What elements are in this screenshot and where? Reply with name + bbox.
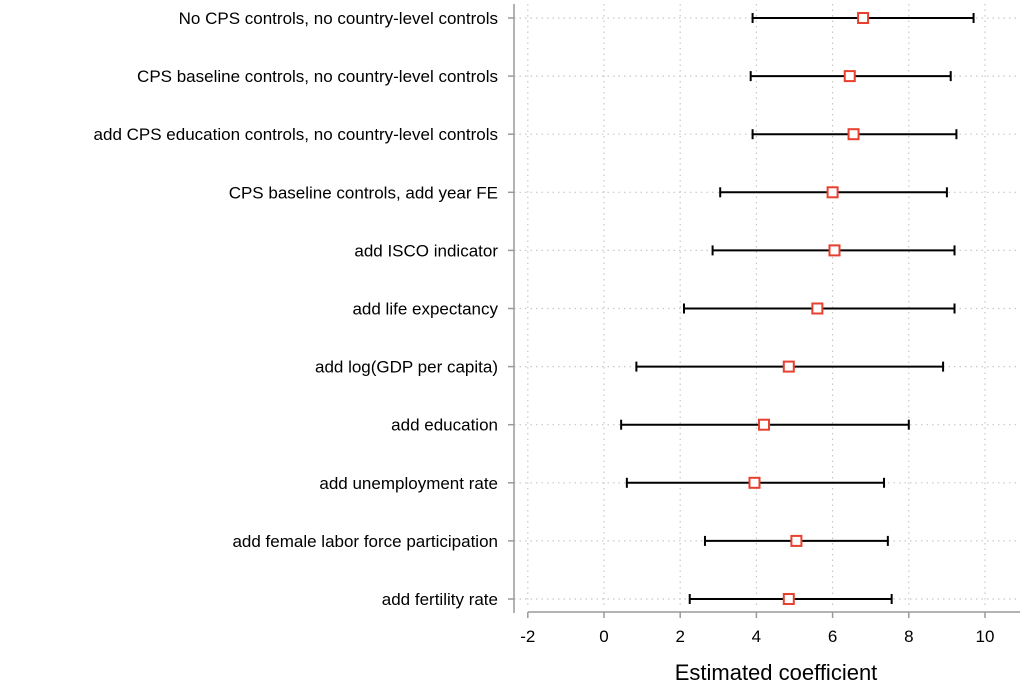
category-label: add CPS education controls, no country-l… — [94, 125, 498, 144]
point-estimate-marker — [782, 360, 795, 373]
point-estimates — [748, 12, 870, 605]
x-tick-labels: -2 0 2 4 6 8 10 — [520, 627, 994, 646]
axes — [508, 4, 1020, 618]
category-label: No CPS controls, no country-level contro… — [179, 9, 498, 28]
x-tick-label: 8 — [904, 627, 913, 646]
point-estimate-marker — [843, 70, 856, 83]
category-labels: No CPS controls, no country-level contro… — [94, 9, 499, 609]
point-estimate-marker — [811, 302, 824, 315]
x-tick-label: -2 — [520, 627, 535, 646]
point-estimate-marker — [826, 186, 839, 199]
x-axis-title: Estimated coefficient — [675, 660, 878, 685]
category-label: add fertility rate — [382, 590, 498, 609]
category-label: add unemployment rate — [319, 474, 498, 493]
point-estimate-marker — [748, 476, 761, 489]
point-estimate-marker — [857, 12, 870, 24]
x-tick-label: 0 — [599, 627, 608, 646]
category-label: add life expectancy — [352, 300, 498, 319]
category-label: CPS baseline controls, add year FE — [229, 183, 498, 202]
category-label: add female labor force participation — [232, 532, 498, 551]
x-tick-label: 2 — [675, 627, 684, 646]
x-tick-label: 10 — [976, 627, 995, 646]
point-estimate-marker — [790, 534, 803, 547]
category-label: CPS baseline controls, no country-level … — [137, 67, 498, 86]
x-tick-label: 4 — [752, 627, 761, 646]
point-estimate-marker — [847, 128, 860, 141]
point-estimate-marker — [828, 244, 841, 257]
x-tick-label: 6 — [828, 627, 837, 646]
category-label: add log(GDP per capita) — [315, 358, 498, 377]
point-estimate-marker — [782, 593, 795, 605]
category-label: add education — [391, 416, 498, 435]
category-label: add ISCO indicator — [354, 241, 498, 260]
point-estimate-marker — [758, 418, 771, 431]
grid-lines — [514, 4, 1020, 606]
